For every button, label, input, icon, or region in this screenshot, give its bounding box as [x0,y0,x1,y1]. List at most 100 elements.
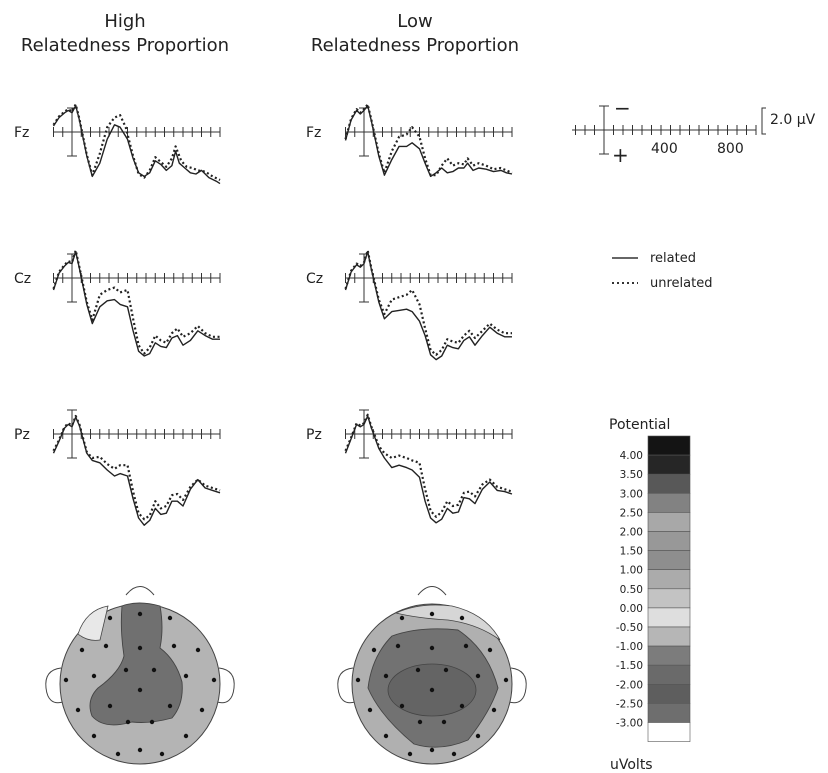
electrode-label: Cz [14,271,31,287]
colorbar-label: 0.50 [620,584,643,596]
waveform-unrelated [54,104,221,180]
scale-tick-800: 800 [717,141,744,157]
electrode-label: Pz [14,427,30,443]
electrode-dot [444,668,448,672]
electrode-dot [416,668,420,672]
electrode-dot [152,668,156,672]
electrode-dot [172,644,176,648]
electrode-dot [138,646,142,650]
electrode-dot [460,616,464,620]
electrode-dot [476,734,480,738]
electrode-dot [430,612,434,616]
colorbar-label: 0.00 [620,603,643,615]
electrode-dot [184,734,188,738]
electrode-dot [464,644,468,648]
electrode-dot [430,646,434,650]
electrode-dot [368,708,372,712]
electrode-dot [92,734,96,738]
electrode-label: Pz [306,427,322,443]
legend-related-label: related [650,251,696,266]
colorbar-cell [648,665,690,684]
scalp-map-low [338,587,526,765]
colorbar-label: 4.00 [620,450,643,462]
colorbar-unit: uVolts [610,757,653,773]
electrode-dot [200,708,204,712]
scale-tick-400: 400 [651,141,678,157]
electrode-dot [160,752,164,756]
electrode-dot [150,720,154,724]
colorbar-cell [648,474,690,493]
colorbar-cell [648,436,690,455]
electrode-dot [196,648,200,652]
electrode-dot [80,648,84,652]
colorbar-label: 3.50 [620,469,643,481]
colorbar-cell [648,551,690,570]
electrode-dot [108,616,112,620]
colorbar-cell [648,703,690,722]
electrode-dot [168,704,172,708]
colorbar-cell [648,723,690,742]
electrode-dot [400,616,404,620]
erp-panels: Fz Cz Pz Fz Cz Pz [14,104,512,525]
electrode-dot [476,674,480,678]
colorbar-title: Potential [609,417,670,433]
electrode-dot [488,648,492,652]
colorbar-label: -2.00 [616,679,643,691]
electrode-dot [212,678,216,682]
electrode-dot [64,678,68,682]
electrode-dot [108,704,112,708]
electrode-dot [138,748,142,752]
erp-panel-high-cz: Cz [14,250,220,356]
colorbar-label: 1.50 [620,546,643,558]
electrode-dot [356,678,360,682]
erp-panel-high-pz: Pz [14,410,220,525]
electrode-dot [460,704,464,708]
scalp-map-high [46,587,234,765]
nose-icon [418,587,446,596]
colorbar-label: -3.00 [616,718,643,730]
waveform-unrelated [346,250,513,354]
electrode-dot [372,648,376,652]
waveform-related [346,252,513,360]
colorbar-cell [648,684,690,703]
electrode-dot [138,688,142,692]
electrode-dot [408,752,412,756]
colorbar-cell [648,455,690,474]
electrode-label: Cz [306,271,323,287]
nose-icon [126,587,154,596]
erp-panel-low-fz: Fz [306,104,512,176]
colorbar-cells [648,436,690,742]
colorbar-label: 3.00 [620,488,643,500]
electrode-dot [126,720,130,724]
colorbar: Potential 4.00 3.50 3.00 2.50 2.00 1.50 1.00 0.… [609,417,690,773]
erp-panel-low-cz: Cz [306,250,512,359]
electrode-dot [442,720,446,724]
colorbar-cell [648,646,690,665]
electrode-dot [184,674,188,678]
colorbar-cell [648,493,690,512]
erp-panel-low-pz: Pz [306,410,512,523]
scale-voltage-bracket [762,108,766,134]
electrode-dot [396,644,400,648]
electrode-dot [168,616,172,620]
electrode-dot [452,752,456,756]
colorbar-label: -0.50 [616,622,643,634]
electrode-dot [400,704,404,708]
electrode-dot [104,644,108,648]
colorbar-label: -1.50 [616,660,643,672]
colorbar-label: 2.50 [620,507,643,519]
electrode-dot [124,668,128,672]
electrode-dot [116,752,120,756]
scale-amplitude-label: 2.0 μV [770,112,816,128]
legend: related unrelated [612,251,712,291]
colorbar-cell [648,608,690,627]
electrode-dot [430,748,434,752]
colorbar-cell [648,532,690,551]
electrode-dot [138,612,142,616]
electrode-label: Fz [14,125,29,141]
electrode-dot [418,720,422,724]
colorbar-label: -2.50 [616,698,643,710]
colorbar-label: 2.00 [620,527,643,539]
electrode-dot [504,678,508,682]
